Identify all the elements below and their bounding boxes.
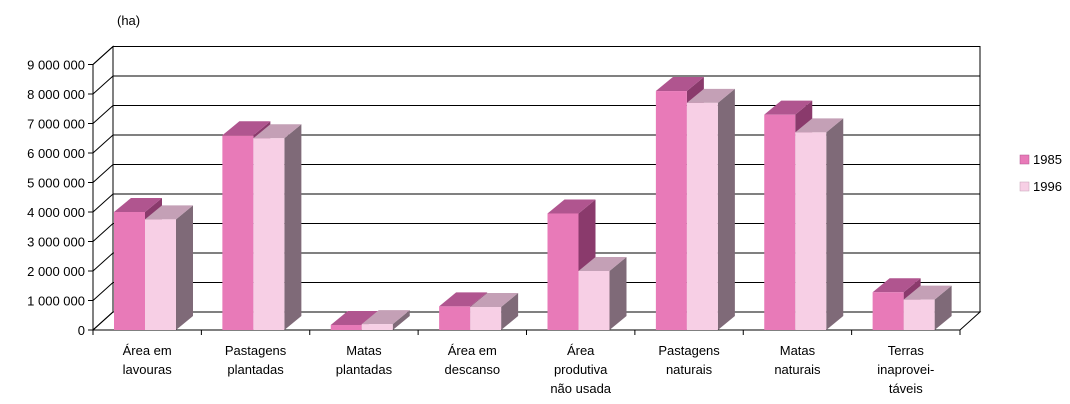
bar-side <box>284 124 302 330</box>
y-axis-unit-label: (ha) <box>117 13 140 28</box>
bars <box>114 77 952 331</box>
x-axis-labels: Área em lavouras Pastagens plantadas Matas pl… <box>123 343 935 396</box>
bar <box>795 118 844 330</box>
bar-front <box>547 213 579 330</box>
bar-front <box>253 138 285 330</box>
bar-top <box>361 310 410 325</box>
x-axis-label: Área em lavouras <box>123 343 173 377</box>
bar-top <box>114 198 162 212</box>
y-tick-label: 0 <box>78 323 85 338</box>
bar-front <box>903 299 935 330</box>
bar-front <box>470 306 502 330</box>
gridline <box>92 75 980 95</box>
x-axis-label: Terras inaprovei-táveis <box>877 343 934 396</box>
bar-side <box>392 310 410 330</box>
legend-swatch <box>1019 154 1030 165</box>
y-tick-label: 7 000 000 <box>27 117 85 132</box>
bar-side <box>717 88 735 330</box>
y-tick-label: 9 000 000 <box>27 58 85 73</box>
bar <box>686 88 735 330</box>
bar <box>470 292 519 330</box>
y-tick-label: 3 000 000 <box>27 235 85 250</box>
bar-side <box>934 285 952 330</box>
bar-top <box>470 292 519 307</box>
y-tick-label: 8 000 000 <box>27 87 85 102</box>
bar-top <box>795 118 844 133</box>
y-tick-label: 1 000 000 <box>27 294 85 309</box>
bar <box>361 310 410 330</box>
bar-top <box>253 124 302 139</box>
bar <box>903 285 952 330</box>
y-axis-ticks: 0 1 000 000 2 000 000 3 000 000 4 000 000 5 0… <box>27 58 961 338</box>
bar-top <box>872 278 921 293</box>
legend-label: 1996 <box>1033 179 1062 194</box>
bar-front <box>145 219 176 330</box>
bar <box>578 257 627 330</box>
legend-swatch <box>1019 181 1030 192</box>
legend-label: 1985 <box>1033 152 1062 167</box>
bar-top <box>686 88 735 103</box>
x-axis-label: Área em descanso <box>444 343 500 377</box>
x-axis-label: Área produtiva não usada <box>550 343 611 396</box>
bar-side <box>176 205 193 330</box>
gridline <box>92 46 980 65</box>
y-tick-label: 4 000 000 <box>27 205 85 220</box>
bar-front <box>578 271 610 330</box>
bar-top <box>439 292 488 307</box>
x-axis-label: Pastagens naturais <box>658 343 720 377</box>
bar-top <box>547 199 596 214</box>
bar-top <box>222 121 271 136</box>
bar <box>253 124 302 330</box>
bar-side <box>609 257 627 330</box>
bar-side <box>826 118 844 330</box>
bar-top <box>764 100 813 115</box>
bar <box>145 205 193 330</box>
bar-top <box>145 205 193 220</box>
side-wall <box>92 45 114 332</box>
bar-front <box>655 91 687 330</box>
bar-top <box>578 257 627 271</box>
x-axis-label: Matas plantadas <box>336 343 393 377</box>
bar-top <box>903 285 952 300</box>
bar-front <box>686 102 718 330</box>
bar-top <box>655 77 704 92</box>
bar-front <box>114 212 145 330</box>
bar-front <box>795 132 827 330</box>
bar-front <box>872 292 904 330</box>
x-axis-label: Matas naturais <box>774 343 821 377</box>
bar-front <box>439 306 471 330</box>
x-axis-label: Pastagens plantadas <box>225 343 287 377</box>
y-tick-label: 5 000 000 <box>27 176 85 191</box>
bar-front <box>764 114 796 331</box>
bar-front <box>361 324 393 330</box>
bar-front <box>222 135 254 330</box>
bar-side <box>501 292 519 330</box>
legend: 1985 1996 <box>1019 152 1062 194</box>
y-tick-label: 6 000 000 <box>27 146 85 161</box>
bar-front <box>330 324 362 330</box>
y-tick-label: 2 000 000 <box>27 264 85 279</box>
bar-top <box>330 310 379 325</box>
